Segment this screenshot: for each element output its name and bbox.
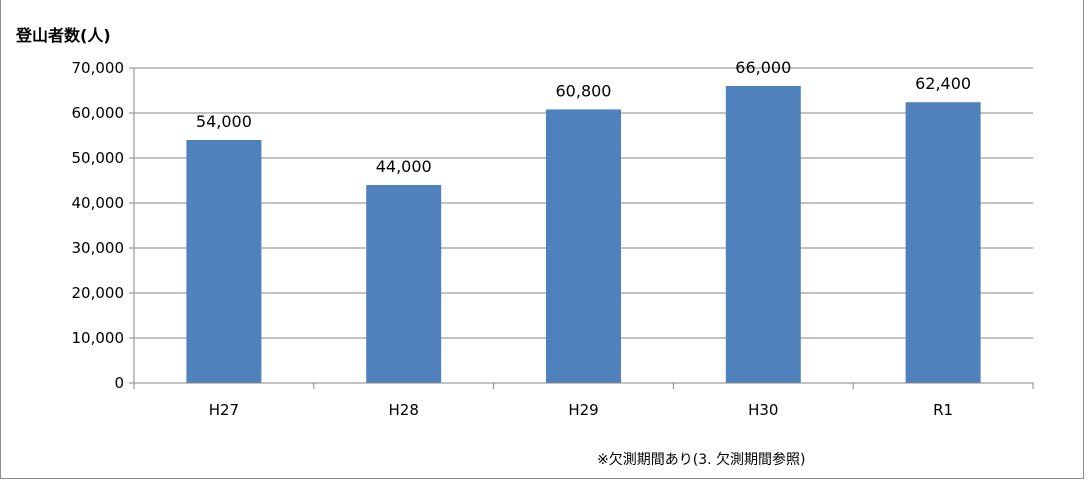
y-tick-label: 20,000 [72,284,125,302]
data-label: 44,000 [376,157,432,176]
data-label: 60,800 [556,81,612,100]
y-tick-label: 40,000 [72,194,125,212]
bar [186,140,262,383]
data-label: 62,400 [915,74,971,93]
x-tick-label: H27 [209,401,239,419]
x-tick-label: H28 [389,401,419,419]
bar [725,86,801,383]
x-tick-label: H29 [568,401,598,419]
bar [905,102,981,383]
y-tick-label: 70,000 [72,59,125,77]
y-tick-label: 0 [114,374,124,392]
y-axis-title: 登山者数(人) [16,26,111,45]
x-tick-label: H30 [748,401,778,419]
y-tick-label: 30,000 [72,239,125,257]
data-label: 54,000 [196,112,252,131]
x-tick-label: R1 [933,401,953,419]
y-tick-label: 50,000 [72,149,125,167]
footnote: ※欠測期間あり(3. 欠測期間参照) [597,452,806,468]
data-label: 66,000 [735,58,791,77]
y-tick-label: 10,000 [72,329,125,347]
y-tick-label: 60,000 [72,104,125,122]
bar [366,185,442,383]
bar [546,109,621,384]
